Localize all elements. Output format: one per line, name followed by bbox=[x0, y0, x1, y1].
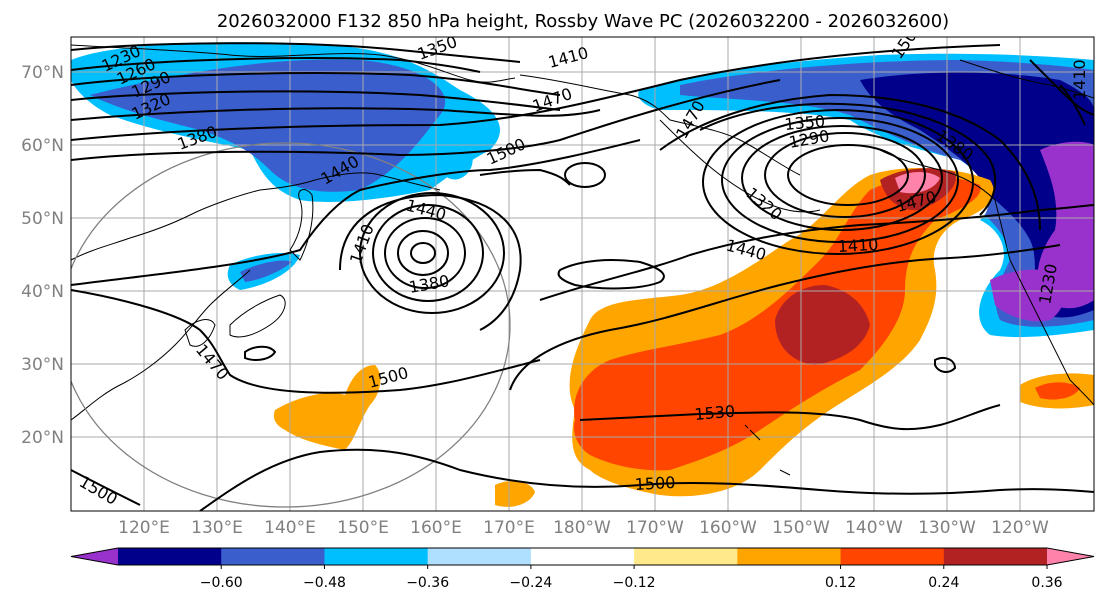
lat-label: 40°N bbox=[21, 282, 64, 302]
colorbar-segment bbox=[324, 548, 429, 565]
colorbar-tick-label: 0.24 bbox=[928, 575, 959, 591]
lon-label: 140°E bbox=[264, 518, 316, 538]
latitude-labels: 70°N 60°N 50°N 40°N 30°N 20°N bbox=[21, 63, 64, 448]
height-contours bbox=[71, 42, 1094, 511]
colorbar-segment bbox=[634, 548, 738, 565]
lon-label: 170°E bbox=[483, 518, 535, 538]
lat-label: 70°N bbox=[21, 63, 64, 83]
lon-label: 180°W bbox=[553, 518, 611, 538]
colorbar: −0.60−0.48−0.36−0.24−0.120.120.240.360.4… bbox=[70, 547, 1095, 591]
contour-label: 1410 bbox=[1070, 59, 1089, 100]
longitude-labels: 120°E 130°E 140°E 150°E 160°E 170°E 180°… bbox=[118, 518, 1049, 538]
lat-label: 60°N bbox=[21, 136, 64, 156]
colorbar-tick-label: −0.60 bbox=[200, 575, 243, 591]
lon-label: 160°W bbox=[699, 518, 757, 538]
colorbar-extend-max bbox=[1047, 548, 1094, 565]
colorbar-tick-label: 0.12 bbox=[825, 575, 856, 591]
contour-label: 1530 bbox=[694, 402, 736, 424]
colorbar-segment bbox=[221, 548, 325, 565]
lon-label: 120°W bbox=[991, 518, 1049, 538]
figure-title: 2026032000 F132 850 hPa height, Rossby W… bbox=[217, 11, 949, 32]
contour-label: 1350 bbox=[784, 112, 826, 134]
colorbar-tick-label: −0.36 bbox=[406, 575, 449, 591]
reference-circle bbox=[71, 142, 511, 508]
colorbar-segment bbox=[530, 548, 635, 565]
lon-label: 120°E bbox=[118, 518, 170, 538]
colorbar-segment bbox=[427, 548, 532, 565]
graticule bbox=[71, 37, 1094, 511]
colorbar-segment bbox=[840, 548, 945, 565]
lat-label: 30°N bbox=[21, 355, 64, 375]
lon-label: 150°E bbox=[337, 518, 389, 538]
lon-label: 130°W bbox=[918, 518, 976, 538]
colorbar-segment bbox=[118, 548, 222, 565]
lon-label: 130°E bbox=[191, 518, 243, 538]
contour-label: 1500 bbox=[634, 473, 676, 494]
colorbar-outline bbox=[70, 547, 1095, 566]
lat-label: 20°N bbox=[21, 428, 64, 448]
coastlines bbox=[71, 44, 1094, 476]
colorbar-segment bbox=[737, 548, 842, 565]
colorbar-tick-label: −0.24 bbox=[509, 575, 552, 591]
contour-label: 1410 bbox=[837, 235, 879, 256]
lon-label: 160°E bbox=[410, 518, 462, 538]
lon-label: 170°W bbox=[626, 518, 684, 538]
colorbar-segment bbox=[943, 548, 1048, 565]
colorbar-tick-label: −0.12 bbox=[613, 575, 656, 591]
colorbar-tick-label: 0.36 bbox=[1031, 575, 1062, 591]
map-frame bbox=[70, 36, 1095, 512]
lon-label: 150°W bbox=[772, 518, 830, 538]
colorbar-extend-min bbox=[71, 548, 118, 565]
lat-label: 50°N bbox=[21, 209, 64, 229]
lon-label: 140°W bbox=[845, 518, 903, 538]
map-panel: 1230 1260 1290 1320 1350 1410 1380 1440 … bbox=[71, 37, 1094, 511]
colorbar-tick-label: −0.48 bbox=[303, 575, 346, 591]
